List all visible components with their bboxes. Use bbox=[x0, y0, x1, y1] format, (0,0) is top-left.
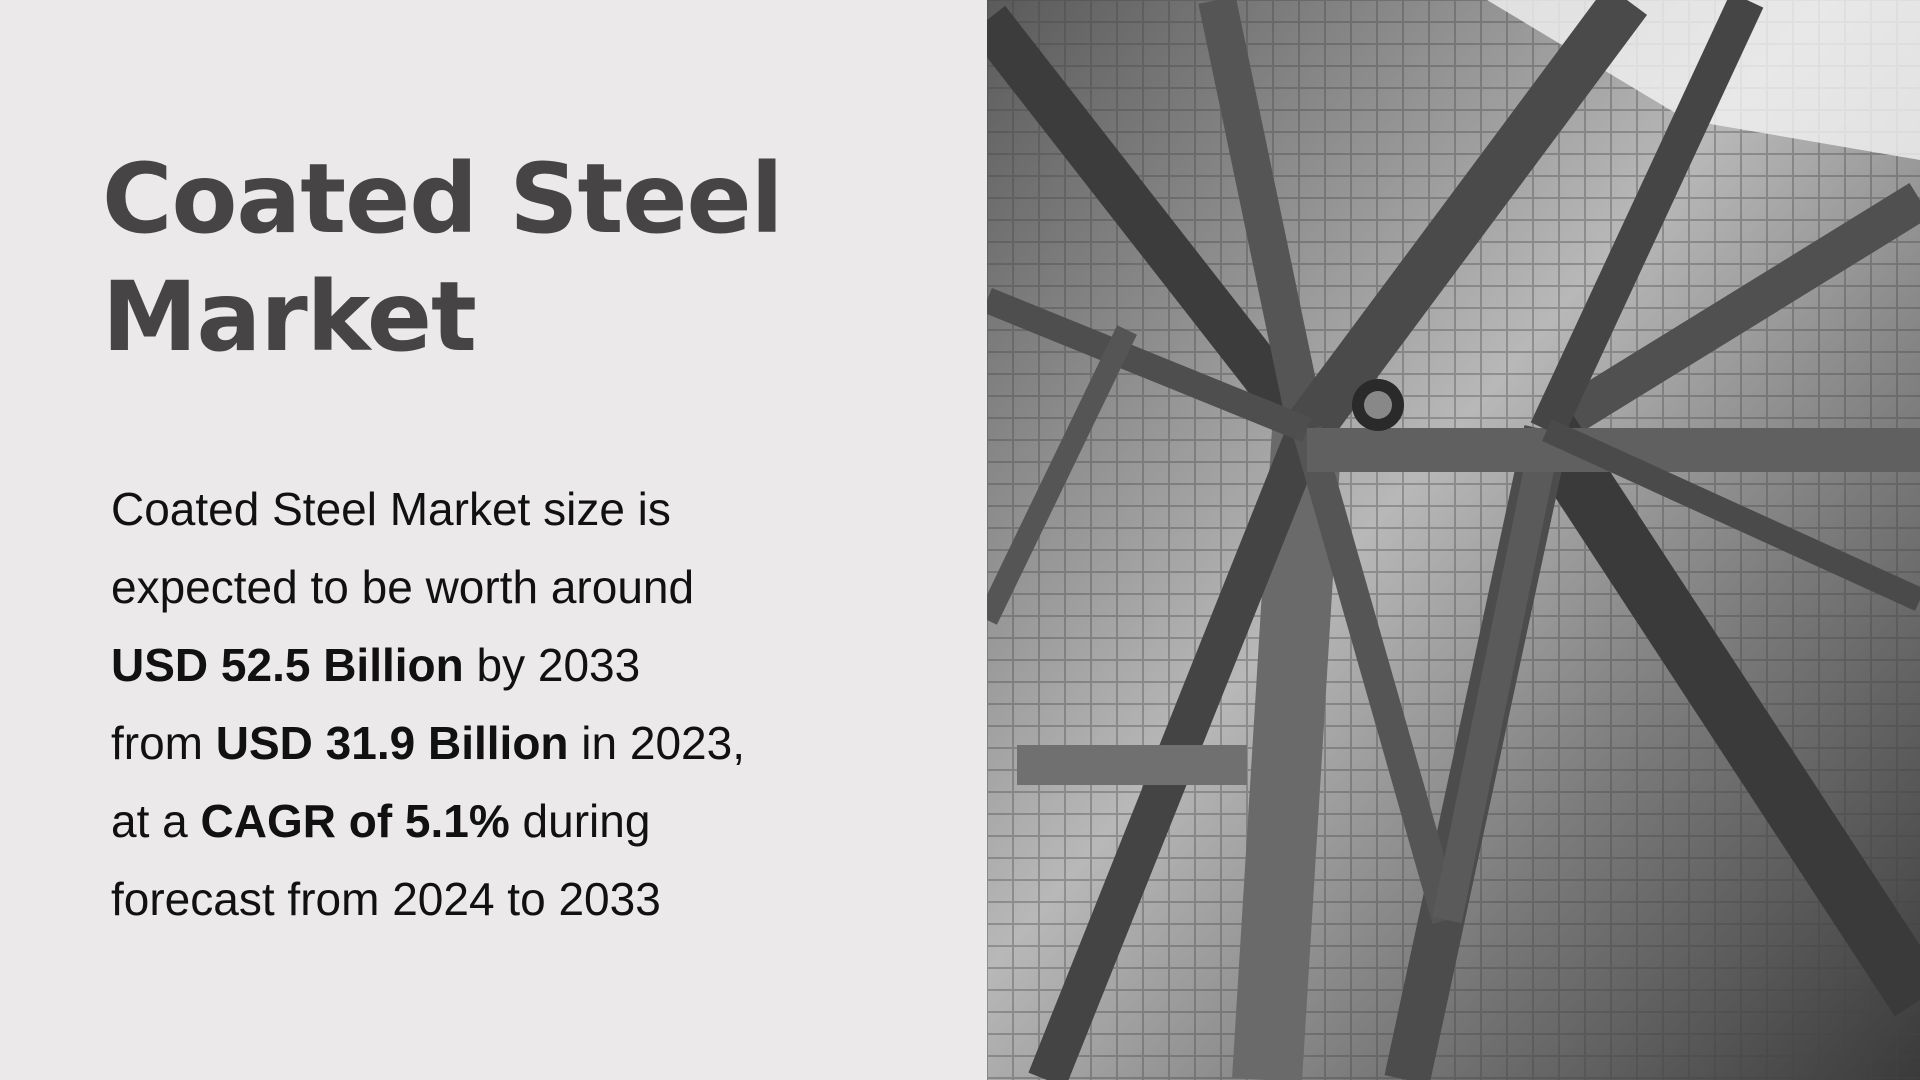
summary-text: during bbox=[509, 795, 651, 847]
summary-line: at a CAGR of 5.1% during bbox=[111, 782, 971, 860]
steel-structure-photo bbox=[987, 0, 1920, 1080]
summary-text: in 2023, bbox=[568, 717, 746, 769]
summary-line: expected to be worth around bbox=[111, 548, 971, 626]
summary-text: at a bbox=[111, 795, 201, 847]
title-line-1: Coated Steel bbox=[102, 143, 783, 255]
summary-line: Coated Steel Market size is bbox=[111, 470, 971, 548]
base-value: USD 31.9 Billion bbox=[215, 717, 569, 769]
steel-beams-illustration bbox=[987, 0, 1920, 1080]
title-line-2: Market bbox=[102, 261, 477, 373]
summary-line: USD 52.5 Billion by 2033 bbox=[111, 626, 971, 704]
summary-text: by 2033 bbox=[463, 639, 641, 691]
cagr-value: CAGR of 5.1% bbox=[200, 795, 510, 847]
summary-line: from USD 31.9 Billion in 2023, bbox=[111, 704, 971, 782]
market-summary: Coated Steel Market size is expected to … bbox=[111, 470, 971, 938]
page-title: Coated Steel Market bbox=[102, 140, 783, 376]
summary-text: expected to be worth around bbox=[111, 561, 695, 613]
summary-text: from bbox=[111, 717, 216, 769]
summary-text: forecast from 2024 to 2033 bbox=[111, 873, 661, 925]
text-panel: Coated Steel Market Coated Steel Market … bbox=[102, 140, 971, 938]
summary-text: Coated Steel Market size is bbox=[111, 483, 671, 535]
forecast-value: USD 52.5 Billion bbox=[111, 639, 464, 691]
summary-line: forecast from 2024 to 2033 bbox=[111, 860, 971, 938]
